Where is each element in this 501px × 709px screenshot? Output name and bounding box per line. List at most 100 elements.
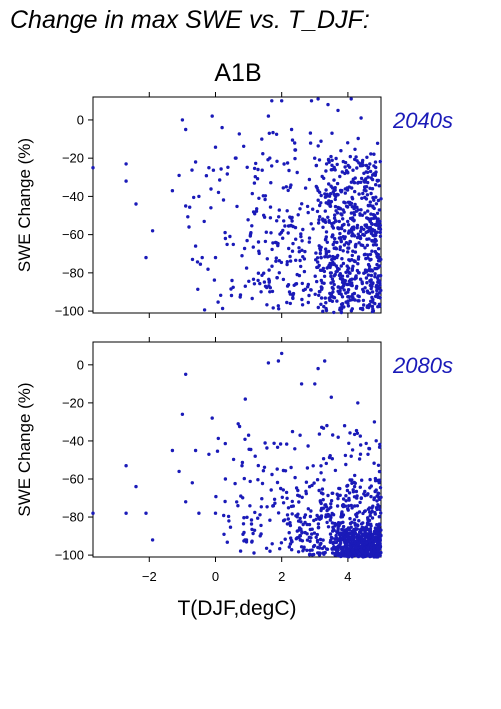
data-point xyxy=(347,295,351,299)
data-point xyxy=(277,208,281,212)
data-point xyxy=(378,296,382,300)
data-point xyxy=(329,263,333,267)
data-point xyxy=(303,530,307,535)
data-point xyxy=(309,99,314,103)
data-point xyxy=(324,306,328,311)
data-point xyxy=(329,294,333,298)
data-point xyxy=(271,504,275,508)
data-point xyxy=(312,531,317,535)
data-point xyxy=(342,424,347,428)
data-point xyxy=(294,514,298,518)
data-point xyxy=(341,520,345,524)
data-point xyxy=(326,215,330,219)
data-point xyxy=(369,554,374,558)
data-point xyxy=(275,219,279,223)
data-point xyxy=(309,288,313,292)
data-point xyxy=(276,511,281,515)
data-point xyxy=(213,511,218,515)
data-point xyxy=(287,545,291,549)
data-point xyxy=(323,218,327,222)
data-point xyxy=(240,460,245,465)
data-point xyxy=(225,540,229,544)
data-point xyxy=(225,242,229,247)
data-point xyxy=(363,493,367,498)
data-point xyxy=(341,261,346,266)
data-point xyxy=(369,212,373,216)
data-point xyxy=(308,539,312,543)
data-point xyxy=(350,307,354,311)
data-point xyxy=(270,542,274,546)
data-point xyxy=(231,285,235,289)
data-point xyxy=(288,523,293,528)
data-point xyxy=(281,228,285,233)
data-point xyxy=(315,279,319,284)
data-point xyxy=(280,99,284,103)
data-point xyxy=(282,162,286,166)
data-point xyxy=(372,497,376,502)
data-point xyxy=(315,256,320,260)
data-point xyxy=(309,536,313,540)
data-point xyxy=(354,286,358,290)
data-point xyxy=(376,305,380,309)
data-point xyxy=(336,544,340,548)
data-point xyxy=(318,203,322,208)
data-point xyxy=(352,432,357,437)
data-point xyxy=(188,205,192,209)
data-point xyxy=(294,537,298,541)
y-tick-label: −40 xyxy=(62,433,84,448)
data-point xyxy=(353,250,358,254)
data-point xyxy=(350,448,355,452)
data-point xyxy=(350,197,355,201)
data-point xyxy=(377,445,382,449)
data-point xyxy=(331,540,336,545)
data-point xyxy=(354,489,359,494)
data-point xyxy=(219,167,223,171)
data-point xyxy=(329,395,333,399)
data-point xyxy=(328,514,333,518)
data-point xyxy=(252,528,257,532)
y-axis-title: SWE Change (%) xyxy=(15,382,34,516)
data-point xyxy=(324,188,328,192)
data-point xyxy=(368,219,372,223)
data-point xyxy=(348,516,352,521)
data-point xyxy=(340,170,344,174)
x-axis-title: T(DJF,degC) xyxy=(177,597,296,620)
data-point xyxy=(221,198,226,202)
data-point xyxy=(372,228,377,233)
data-point xyxy=(291,296,295,301)
data-point xyxy=(289,127,294,132)
data-point xyxy=(366,290,370,295)
data-point xyxy=(334,209,338,213)
data-point xyxy=(298,516,302,521)
data-point xyxy=(378,159,382,164)
data-point xyxy=(303,186,308,190)
data-point xyxy=(301,255,305,259)
data-point xyxy=(222,513,226,518)
data-point xyxy=(249,522,254,526)
data-point xyxy=(285,513,290,517)
data-point xyxy=(250,191,254,196)
data-point xyxy=(150,229,155,233)
data-point xyxy=(373,479,378,483)
data-point xyxy=(313,274,317,278)
data-point xyxy=(305,204,310,209)
data-point xyxy=(321,457,326,461)
data-point xyxy=(319,464,323,468)
data-point xyxy=(180,118,185,122)
data-point xyxy=(324,250,329,254)
data-point xyxy=(372,420,377,424)
data-point xyxy=(330,222,334,226)
data-point xyxy=(377,541,381,545)
data-point xyxy=(332,282,336,287)
data-point xyxy=(257,196,261,200)
data-point xyxy=(252,166,257,171)
data-point xyxy=(376,463,381,467)
data-point xyxy=(360,281,364,286)
y-tick-label: −40 xyxy=(62,189,84,204)
data-point xyxy=(362,171,366,175)
y-tick-label: −60 xyxy=(62,471,84,486)
data-point xyxy=(285,496,289,500)
data-point xyxy=(348,258,352,263)
data-point xyxy=(330,457,334,461)
data-point xyxy=(347,441,351,445)
